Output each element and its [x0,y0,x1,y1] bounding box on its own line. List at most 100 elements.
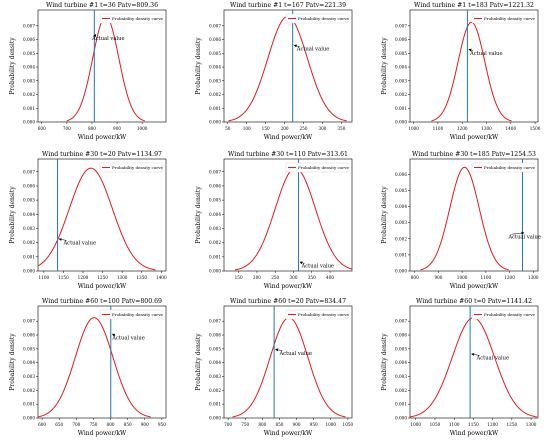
axes-frame [409,305,539,419]
annotation-arrow [111,333,116,337]
y-tick-label: 0.001 [395,252,407,257]
y-axis-label: Probability density [9,186,16,244]
x-axis-label: Wind power/kW [450,430,499,437]
x-tick-label: 200 [281,126,289,131]
x-tick-label: 600 [38,422,46,427]
x-tick-label: 900 [293,422,301,427]
x-axis-label: Wind power/kW [78,430,127,437]
y-tick-label: 0.004 [23,212,35,217]
y-tick-label: 0.005 [395,188,407,193]
x-tick-label: 300 [318,126,326,131]
y-tick-label: 0.002 [395,388,407,393]
x-tick-label: 800 [88,126,96,131]
axes-frame [223,158,353,272]
y-tick-label: 0.006 [23,37,35,42]
y-tick-label: 0.006 [209,37,221,42]
x-tick-label: 1000 [137,126,148,131]
x-tick-label: 850 [124,422,132,427]
y-tick-label: 0.001 [395,402,407,407]
y-axis-label: Probability density [381,37,388,95]
x-tick-label: 700 [224,422,232,427]
legend-label: Probability density curve [112,312,163,317]
x-axis-label: Wind power/kW [264,283,313,290]
annotation-arrow [299,261,305,265]
annotation-arrow [511,231,525,235]
y-tick-label: 0.000 [209,416,221,421]
x-axis-label: Wind power/kW [264,134,313,141]
density-curve [228,16,347,122]
y-tick-label: 0.005 [23,346,35,351]
axes-frame [409,9,539,123]
x-axis-label: Wind power/kW [78,283,127,290]
legend-box [471,13,535,24]
y-tick-label: 0.001 [209,254,221,259]
legend-box [471,309,535,320]
y-tick-label: 0.005 [209,51,221,56]
x-tick-label: 150 [262,126,270,131]
x-tick-label: 1150 [58,275,69,280]
y-tick-label: 0.003 [209,78,221,83]
density-curve [234,167,352,271]
y-tick-label: 0.007 [23,23,35,28]
subplot-title: Wind turbine #1 t=167 Patv=221.39 [230,2,346,9]
y-tick-label: 0.001 [23,254,35,259]
x-tick-label: 200 [253,275,261,280]
annotation-arrow [93,33,97,38]
legend-label: Probability density curve [484,312,535,317]
y-tick-label: 0.002 [209,92,221,97]
x-tick-label: 650 [55,422,63,427]
y-tick-label: 0.005 [209,346,221,351]
subplot-4: Wind turbine #30 t=20 Patv=1134.97 1100 11… [9,151,167,290]
y-tick-label: 0.003 [23,78,35,83]
x-tick-label: 850 [275,422,283,427]
axes-frame [223,9,353,123]
x-tick-label: 1200 [487,422,498,427]
x-tick-label: 350 [337,126,345,131]
x-tick-label: 150 [235,275,243,280]
subplot-title: Wind turbine #30 t=20 Patv=1134.97 [42,151,162,158]
y-tick-label: 0.003 [23,226,35,231]
y-tick-label: 0.001 [23,106,35,111]
y-tick-label: 0.006 [395,37,407,42]
y-tick-label: 0.005 [23,198,35,203]
y-tick-label: 0.001 [209,402,221,407]
y-tick-label: 0.003 [395,374,407,379]
subplot-title: Wind turbine #60 t=100 Patv=800.69 [42,298,162,305]
y-axis-label: Probability density [381,333,388,391]
x-tick-label: 1100 [433,126,444,131]
y-axis-label: Probability density [9,333,16,391]
y-tick-label: 0.006 [209,183,221,188]
subplot-1: Wind turbine #1 t=36 Patv=809.36 600 700 80… [9,2,167,141]
legend-label: Probability density curve [112,165,163,170]
legend-box [99,309,163,320]
y-tick-label: 0.007 [23,319,35,324]
x-tick-label: 1250 [507,422,518,427]
subplot-title: Wind turbine #30 t=110 Patv=313.61 [228,151,348,158]
legend-label: Probability density curve [112,16,163,21]
x-axis-label: Wind power/kW [450,134,499,141]
subplot-title: Wind turbine #60 t=0 Patv=1141.42 [416,298,532,305]
annotation-arrow [58,237,67,241]
x-tick-label: 1300 [528,275,539,280]
annotation-text: Actual value [91,36,125,42]
density-curve [232,317,346,418]
subplot-title: Wind turbine #1 t=183 Patv=1221.32 [414,2,534,9]
axes-frame [37,158,167,272]
y-tick-label: 0.004 [209,212,221,217]
x-tick-label: 800 [258,422,266,427]
x-tick-label: 1300 [526,422,537,427]
x-tick-label: 800 [107,422,115,427]
y-tick-label: 0.002 [395,236,407,241]
x-axis-label: Wind power/kW [78,134,127,141]
subplot-7: Wind turbine #60 t=100 Patv=800.69 600 650… [9,298,167,437]
annotation-arrow [471,352,480,356]
y-tick-label: 0.006 [23,183,35,188]
density-curve [66,16,146,122]
y-tick-label: 0.000 [23,416,35,421]
subplot-9: Wind turbine #60 t=0 Patv=1141.42 1000 105… [381,298,539,437]
legend-box [285,13,349,24]
y-tick-label: 0.004 [395,204,407,209]
y-tick-label: 0.004 [395,65,407,70]
y-tick-label: 0.007 [395,319,407,324]
